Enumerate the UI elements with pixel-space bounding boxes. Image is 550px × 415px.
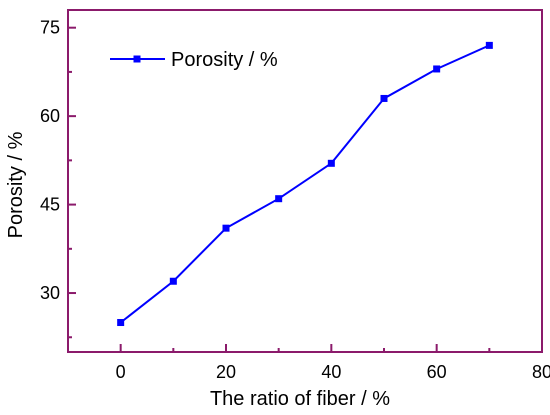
plot-frame: [67, 9, 543, 353]
y-tick-label: 30: [40, 283, 60, 303]
series-line: [120, 44, 490, 324]
legend-label: Porosity / %: [171, 49, 278, 71]
data-point: [327, 159, 335, 167]
legend: Porosity / %: [110, 49, 278, 71]
data-point: [169, 277, 177, 285]
data-point: [222, 224, 230, 232]
x-tick-label: 20: [216, 362, 236, 382]
legend-marker: [133, 55, 141, 63]
ticks-layer: 0 20 40 60 80 30 45 60 75: [40, 18, 550, 382]
x-axis-label: The ratio of fiber / %: [210, 388, 390, 410]
data-point: [117, 319, 125, 327]
y-axis-label: Porosity / %: [5, 131, 27, 238]
data-point: [380, 94, 388, 102]
series-layer: [117, 41, 493, 327]
y-tick-label: 75: [40, 18, 60, 38]
x-tick-label: 40: [321, 362, 341, 382]
x-tick-label: 0: [116, 362, 126, 382]
data-point: [433, 65, 441, 73]
data-point: [485, 41, 493, 49]
y-tick-label: 60: [40, 106, 60, 126]
x-tick-label: 80: [532, 362, 550, 382]
x-tick-label: 60: [427, 362, 447, 382]
data-point: [275, 195, 283, 203]
y-tick-label: 45: [40, 195, 60, 215]
